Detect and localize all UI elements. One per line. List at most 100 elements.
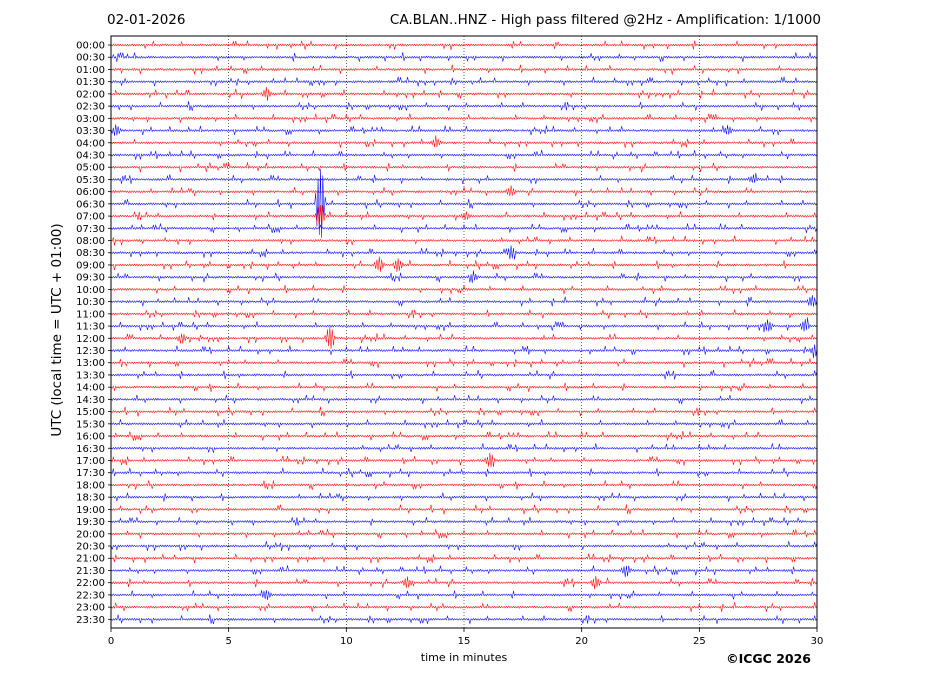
y-tick-label: 02:30 <box>76 102 105 113</box>
x-tick-label: 10 <box>340 636 353 647</box>
trace-1800 <box>110 479 818 491</box>
y-tick-label: 04:30 <box>76 150 105 161</box>
trace-1200 <box>110 327 818 350</box>
grid-lines <box>228 36 700 628</box>
y-tick-label: 03:30 <box>76 126 105 137</box>
y-tick-label: 13:30 <box>76 370 105 381</box>
trace-1300 <box>110 357 818 368</box>
trace-1730 <box>110 467 818 478</box>
trace-2030 <box>110 541 818 552</box>
y-tick-label: 21:00 <box>76 554 105 565</box>
y-tick-label: 07:30 <box>76 224 105 235</box>
trace-0530 <box>110 172 818 185</box>
trace-0200 <box>110 86 818 101</box>
y-tick-label: 03:00 <box>76 114 105 125</box>
trace-0830 <box>110 245 818 260</box>
x-axis-label: time in minutes <box>420 651 508 664</box>
trace-0300 <box>110 113 818 124</box>
trace-2000 <box>110 528 818 539</box>
trace-1330 <box>110 369 818 380</box>
trace-0630 <box>110 168 818 238</box>
date-label: 02-01-2026 <box>107 12 186 28</box>
trace-2300 <box>110 602 818 612</box>
trace-0730 <box>110 223 818 234</box>
trace-1100 <box>110 309 818 319</box>
y-tick-label: 05:30 <box>76 175 105 186</box>
trace-2230 <box>110 589 818 600</box>
y-tick-label: 17:30 <box>76 468 105 479</box>
y-tick-label: 23:00 <box>76 603 105 614</box>
trace-0800 <box>110 235 818 246</box>
y-tick-label: 01:30 <box>76 77 105 88</box>
y-tick-label: 22:30 <box>76 590 105 601</box>
y-tick-label: 07:00 <box>76 212 105 223</box>
y-tick-label: 11:30 <box>76 322 105 333</box>
y-tick-label: 17:00 <box>76 456 105 467</box>
y-tick-label: 15:30 <box>76 419 105 430</box>
trace-0000 <box>110 40 818 51</box>
chart-title: CA.BLAN..HNZ - High pass filtered @2Hz -… <box>389 12 821 28</box>
y-tick-label: 00:30 <box>76 53 105 64</box>
trace-2100 <box>110 553 818 564</box>
copyright-label: ©ICGC 2026 <box>726 651 811 666</box>
trace-1500 <box>110 406 818 417</box>
x-tick-label: 30 <box>811 636 824 647</box>
trace-1400 <box>110 382 818 392</box>
y-tick-label: 20:30 <box>76 542 105 553</box>
y-tick-label: 18:00 <box>76 480 105 491</box>
y-tick-label: 18:30 <box>76 493 105 504</box>
y-tick-label: 06:00 <box>76 187 105 198</box>
y-tick-label: 10:00 <box>76 285 105 296</box>
y-tick-label: 20:00 <box>76 529 105 540</box>
x-tick-label: 25 <box>693 636 706 647</box>
y-tick-label: 12:30 <box>76 346 105 357</box>
trace-1430 <box>110 394 818 405</box>
y-tick-label: 09:00 <box>76 260 105 271</box>
trace-0900 <box>110 256 818 273</box>
y-tick-label: 22:00 <box>76 578 105 589</box>
trace-1600 <box>110 430 818 441</box>
trace-0600 <box>110 185 818 197</box>
x-tick-label: 5 <box>225 636 231 647</box>
trace-1930 <box>110 516 818 527</box>
trace-1700 <box>110 452 818 468</box>
trace-1230 <box>110 344 818 359</box>
y-tick-label: 06:30 <box>76 199 105 210</box>
trace-1030 <box>110 295 818 307</box>
x-tick-label: 15 <box>458 636 471 647</box>
trace-1830 <box>110 492 818 502</box>
trace-1130 <box>110 317 818 333</box>
trace-0330 <box>110 124 818 136</box>
y-tick-label: 09:30 <box>76 273 105 284</box>
trace-1000 <box>110 284 818 295</box>
trace-0030 <box>110 52 818 62</box>
plot-frame <box>110 35 818 629</box>
y-tick-label: 08:00 <box>76 236 105 247</box>
y-tick-label: 01:00 <box>76 65 105 76</box>
y-tick-label: 14:30 <box>76 395 105 406</box>
trace-2200 <box>110 575 818 590</box>
y-tick-label: 04:00 <box>76 138 105 149</box>
y-tick-label: 23:30 <box>76 615 105 626</box>
y-tick-label: 14:00 <box>76 383 105 394</box>
y-tick-label: 16:30 <box>76 444 105 455</box>
y-tick-label: 19:00 <box>76 505 105 516</box>
trace-0400 <box>110 135 818 148</box>
y-tick-label: 13:00 <box>76 358 105 369</box>
x-tick-label: 20 <box>575 636 588 647</box>
trace-1900 <box>110 504 818 515</box>
trace-1530 <box>110 419 818 429</box>
y-tick-label: 05:00 <box>76 163 105 174</box>
x-tick-label: 0 <box>108 636 114 647</box>
y-tick-label: 16:00 <box>76 432 105 443</box>
trace-0230 <box>110 101 818 111</box>
y-tick-label: 10:30 <box>76 297 105 308</box>
y-tick-label: 15:00 <box>76 407 105 418</box>
trace-1630 <box>110 443 818 453</box>
trace-0930 <box>110 270 818 283</box>
trace-2130 <box>110 565 818 578</box>
y-tick-label: 00:00 <box>76 41 105 52</box>
y-tick-label: 08:30 <box>76 248 105 259</box>
